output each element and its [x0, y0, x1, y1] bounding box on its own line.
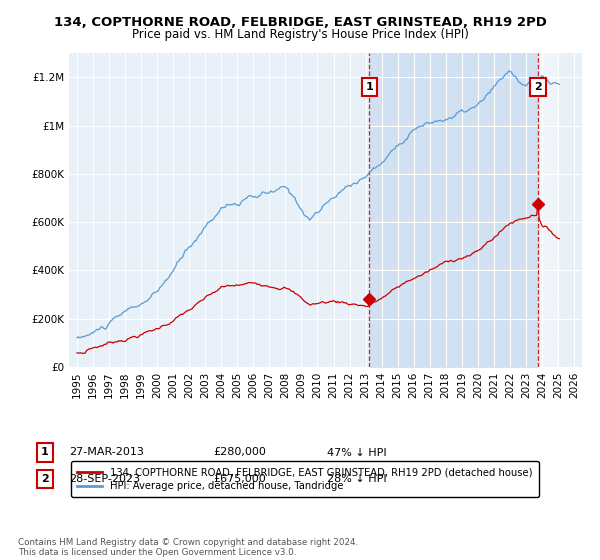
Text: 2: 2	[41, 474, 49, 484]
Text: 2: 2	[534, 82, 542, 92]
Text: Price paid vs. HM Land Registry's House Price Index (HPI): Price paid vs. HM Land Registry's House …	[131, 28, 469, 41]
Text: Contains HM Land Registry data © Crown copyright and database right 2024.
This d: Contains HM Land Registry data © Crown c…	[18, 538, 358, 557]
Text: £280,000: £280,000	[213, 447, 266, 458]
Text: 28-SEP-2023: 28-SEP-2023	[69, 474, 140, 484]
Text: 27-MAR-2013: 27-MAR-2013	[69, 447, 144, 458]
Text: 1: 1	[41, 447, 49, 458]
Text: £675,000: £675,000	[213, 474, 266, 484]
Text: 47% ↓ HPI: 47% ↓ HPI	[327, 447, 386, 458]
Legend: 134, COPTHORNE ROAD, FELBRIDGE, EAST GRINSTEAD, RH19 2PD (detached house), HPI: : 134, COPTHORNE ROAD, FELBRIDGE, EAST GRI…	[71, 461, 539, 497]
Text: 28% ↓ HPI: 28% ↓ HPI	[327, 474, 386, 484]
Text: 134, COPTHORNE ROAD, FELBRIDGE, EAST GRINSTEAD, RH19 2PD: 134, COPTHORNE ROAD, FELBRIDGE, EAST GRI…	[53, 16, 547, 29]
Text: 1: 1	[365, 82, 373, 92]
